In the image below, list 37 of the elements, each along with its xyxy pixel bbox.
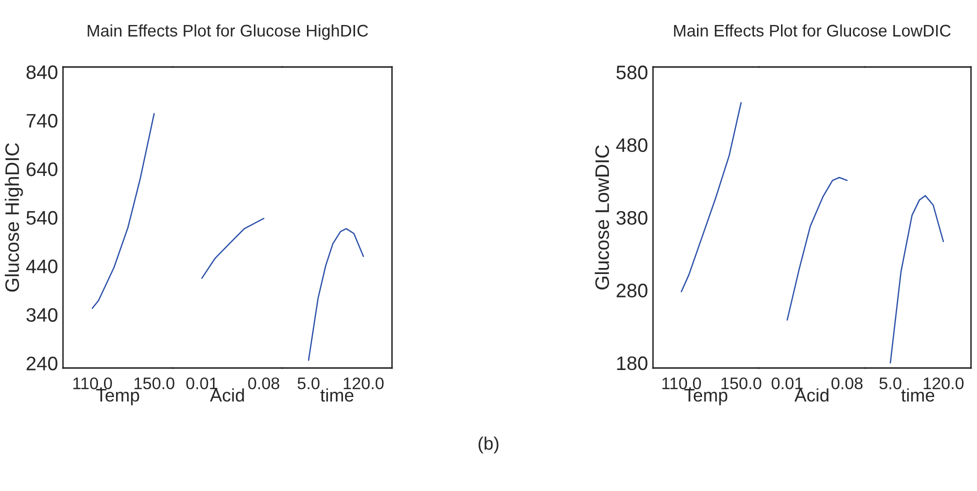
line-series bbox=[680, 102, 742, 292]
y-tick-label: 640 bbox=[26, 162, 58, 176]
x-tick-label: 5.0 bbox=[879, 377, 902, 390]
chart-title: Main Effects Plot for Glucose HighDIC bbox=[88, 24, 368, 40]
x-tick-label: 0.01 bbox=[772, 377, 803, 390]
y-tick-label: 480 bbox=[616, 138, 648, 152]
x-tick-label: 150.0 bbox=[134, 377, 174, 390]
text: (b) bbox=[478, 436, 498, 454]
x-axis-title: Acid bbox=[210, 388, 244, 402]
x-tick-label: 120.0 bbox=[344, 377, 384, 390]
x-tick-label: 150.0 bbox=[722, 377, 762, 390]
y-tick-label: 840 bbox=[26, 65, 58, 80]
y-tick-label: 380 bbox=[616, 210, 648, 225]
y-tick-label: 280 bbox=[616, 284, 648, 298]
x-axis-title: time bbox=[320, 388, 354, 402]
y-tick-label: 340 bbox=[26, 308, 58, 322]
y-tick-label: 180 bbox=[617, 356, 648, 370]
y-tick-label: 440 bbox=[26, 260, 58, 274]
x-tick-label: 110.0 bbox=[662, 377, 701, 390]
y-tick-label: 740 bbox=[26, 114, 58, 128]
chart-title: Main Effects Plot for Glucose LowDIC bbox=[674, 24, 951, 37]
y-tick-label: 580 bbox=[616, 66, 648, 80]
x-tick-label: 0.01 bbox=[186, 377, 218, 390]
x-tick-label: 5.0 bbox=[298, 377, 320, 390]
x-axis-title: Temp bbox=[96, 389, 140, 406]
y-tick-label: 240 bbox=[26, 356, 58, 370]
line-series bbox=[92, 112, 155, 309]
x-axis-title: Acid bbox=[794, 388, 828, 402]
x-tick-label: 0.08 bbox=[248, 377, 280, 390]
x-tick-label: 0.08 bbox=[831, 377, 863, 390]
y-tick-label: 540 bbox=[26, 210, 58, 225]
x-tick-label: 110.0 bbox=[73, 377, 112, 390]
y-axis-title: Glucose LowDIC bbox=[594, 145, 610, 290]
x-axis-title: time bbox=[901, 388, 934, 402]
x-axis-title: Temp bbox=[684, 389, 728, 406]
y-axis-title: Glucose HighDIC bbox=[4, 143, 23, 292]
x-tick-label: 120.0 bbox=[924, 377, 964, 390]
